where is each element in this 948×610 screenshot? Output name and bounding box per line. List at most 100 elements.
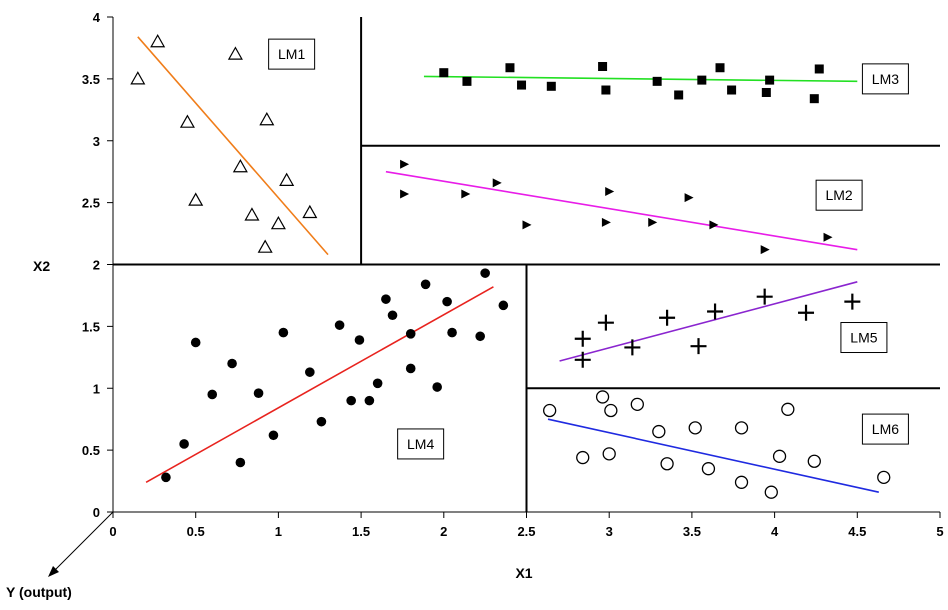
lm2-point-10 <box>760 245 770 255</box>
z-axis-line <box>51 511 114 574</box>
lm6-point-13 <box>772 449 787 463</box>
lm6-point-9 <box>701 462 716 476</box>
lm6-point-14 <box>781 402 795 416</box>
z-axis-arrowhead <box>48 566 59 577</box>
lm4-point-11 <box>334 320 345 330</box>
lm2-point-6 <box>601 217 611 227</box>
lm6-point-0 <box>543 403 557 418</box>
lm1-point-6 <box>279 172 295 186</box>
lm3-point-2 <box>505 63 515 73</box>
y-tick-label-3: 1.5 <box>82 319 100 334</box>
model-labels: LM1 LM3 LM2 LM4 LM5 LM6 <box>268 38 909 460</box>
lm5-label-box <box>840 322 888 354</box>
lm5-point-7 <box>756 288 773 305</box>
y-tick-label-0: 0 <box>93 505 100 520</box>
y-tick-label-1: 0.5 <box>82 443 100 458</box>
lm4-point-24 <box>475 331 485 342</box>
lm4-point-7 <box>268 430 279 441</box>
lm5-point-8 <box>798 304 815 321</box>
lm6-point-10 <box>734 475 749 489</box>
lm3-point-0 <box>439 68 449 78</box>
x-tick-label-5: 2.5 <box>517 524 535 539</box>
lm2-label: LM2 <box>825 187 852 203</box>
lm1-point-7 <box>188 192 204 206</box>
lm2-point-11 <box>823 232 833 242</box>
lm1-point-10 <box>270 215 286 230</box>
y-tick-label-4: 2 <box>93 258 100 273</box>
lm1-point-4 <box>259 111 275 126</box>
lm4-point-19 <box>405 363 416 374</box>
x-tick-label-0: 0 <box>109 524 116 539</box>
lm4-point-14 <box>364 395 375 406</box>
lm4-point-17 <box>387 310 398 321</box>
lm5-point-9 <box>844 293 861 310</box>
x-tick-label-2: 1 <box>275 524 282 539</box>
y-tick-label-7: 3.5 <box>82 72 100 87</box>
y-tick-label-5: 2.5 <box>82 196 100 211</box>
lm6-label: LM6 <box>872 421 899 437</box>
lm1-point-8 <box>244 207 260 221</box>
lm3-point-14 <box>809 94 819 104</box>
lm3-point-15 <box>814 64 824 74</box>
lm4-point-0 <box>161 472 171 483</box>
lm3-label-box <box>861 63 909 95</box>
lm4-point-21 <box>432 382 442 392</box>
lm6-point-15 <box>807 454 821 468</box>
lm4-point-9 <box>305 367 315 377</box>
lm4-point-10 <box>316 416 327 427</box>
lm1-point-11 <box>257 239 273 253</box>
lm3-point-8 <box>674 90 684 100</box>
lm4-point-2 <box>190 337 201 348</box>
data-points <box>130 34 891 499</box>
lm6-point-3 <box>602 447 616 461</box>
axis-ticks: 0 0.5 1 1.5 2 2.5 3 3.5 4 4.5 5 0 0.5 1 1.5 2 2.5 3 3.5 4 <box>82 10 944 539</box>
lm4-point-22 <box>442 296 452 307</box>
lm1-point-9 <box>302 204 318 219</box>
x-tick-label-8: 4 <box>771 524 779 539</box>
regression-lines <box>137 36 879 493</box>
z-axis-label: Y (output) <box>6 584 72 600</box>
lm2-point-7 <box>648 217 658 227</box>
lm4-point-20 <box>420 279 431 290</box>
lm5-label: LM5 <box>850 330 877 346</box>
y-tick-label-8: 4 <box>93 10 101 25</box>
lm6-point-11 <box>734 421 749 435</box>
lm6-point-12 <box>764 485 778 499</box>
lm4-point-8 <box>278 327 289 338</box>
partition-lines <box>113 17 940 512</box>
lm6-point-1 <box>576 450 590 465</box>
axes: X1 X2 Y (output) <box>6 17 940 600</box>
x-tick-label-4: 2 <box>440 524 447 539</box>
lm2-point-5 <box>605 186 615 196</box>
lm5-point-5 <box>690 338 707 355</box>
lm3-point-4 <box>546 81 556 91</box>
lm2-fit-line <box>385 170 858 251</box>
x-tick-label-10: 5 <box>936 524 943 539</box>
lm5-point-3 <box>624 339 641 356</box>
lm4-label-box <box>397 428 445 460</box>
lm2-point-2 <box>461 189 471 199</box>
lm2-point-9 <box>709 220 719 230</box>
lm5-point-4 <box>659 309 676 326</box>
lm4-point-23 <box>447 327 457 338</box>
lm4-point-1 <box>179 439 189 449</box>
lm6-point-2 <box>595 390 610 404</box>
lm1-point-2 <box>227 46 243 60</box>
lm1-point-0 <box>130 71 146 85</box>
x-tick-label-1: 0.5 <box>187 524 205 539</box>
x-tick-label-7: 3.5 <box>683 524 701 539</box>
lm4-point-4 <box>227 358 237 369</box>
lm6-point-4 <box>604 403 618 418</box>
lm6-point-8 <box>688 421 702 435</box>
lm6-fit-line <box>547 418 879 493</box>
lm3-point-11 <box>727 85 737 95</box>
lm6-label-box <box>861 413 909 445</box>
lm4-point-5 <box>235 457 246 468</box>
lm3-point-10 <box>715 63 725 73</box>
lm5-point-1 <box>574 351 591 368</box>
lm3-label: LM3 <box>872 71 899 87</box>
x-tick-label-9: 4.5 <box>848 524 866 539</box>
lm3-point-1 <box>462 76 472 86</box>
